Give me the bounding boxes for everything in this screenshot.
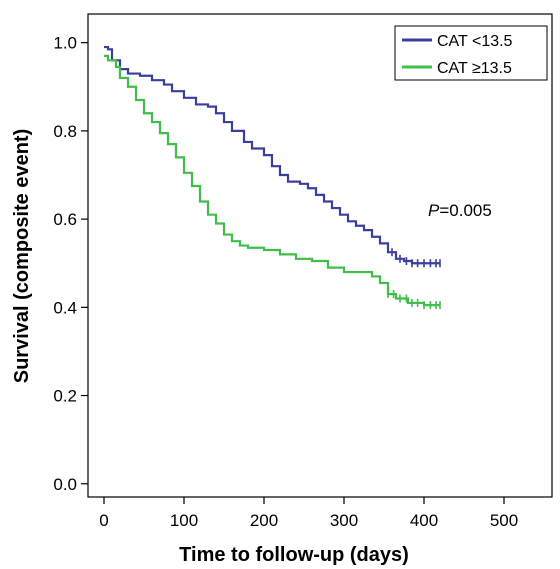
series-layer	[104, 45, 441, 310]
y-axis-title: Survival (composite event)	[11, 129, 33, 384]
y-tick-label: 0.4	[53, 298, 77, 317]
legend-box	[394, 25, 548, 81]
legend-label-cat-low: CAT <13.5	[437, 33, 513, 50]
x-axis-title: Time to follow-up (days)	[179, 544, 409, 566]
y-tick-label: 0.6	[53, 210, 77, 229]
series-line-cat-low	[104, 45, 440, 265]
p-value-number: =0.005	[439, 201, 491, 220]
x-tick-label: 200	[250, 511, 278, 530]
y-axis: 0.0 0.2 0.4 0.6 0.8 1.0	[53, 34, 88, 494]
x-tick-label: 400	[410, 511, 438, 530]
legend: CAT <13.5 CAT ≥13.5	[394, 25, 548, 81]
x-tick-label: 0	[99, 511, 108, 530]
x-tick-label: 100	[170, 511, 198, 530]
x-axis: 0 100 200 300 400 500	[99, 497, 518, 530]
y-tick-label: 1.0	[53, 34, 77, 53]
y-tick-label: 0.2	[53, 387, 77, 406]
y-tick-label: 0.0	[53, 475, 77, 494]
x-tick-label: 300	[330, 511, 358, 530]
x-tick-label: 500	[490, 511, 518, 530]
y-tick-label: 0.8	[53, 122, 77, 141]
series-line-cat-high	[104, 54, 440, 307]
p-value-annotation: P=0.005	[428, 201, 492, 220]
p-value-symbol: P	[428, 201, 440, 220]
legend-label-cat-high: CAT ≥13.5	[437, 60, 512, 77]
plot-frame	[87, 13, 553, 498]
